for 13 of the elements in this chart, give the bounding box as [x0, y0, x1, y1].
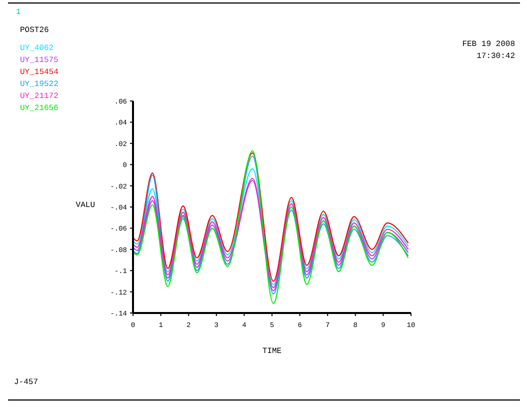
text: UY_15454 [20, 68, 59, 77]
text: FEB 19 2008 [462, 40, 516, 49]
text: UY_11575 [20, 56, 59, 65]
text: 1 [16, 8, 21, 17]
text: J-457 [14, 378, 38, 387]
text: POST26 [20, 26, 50, 35]
text: UY_21656 [20, 104, 59, 113]
text: UY_21172 [20, 92, 59, 101]
x-axis-title: TIME [262, 347, 282, 356]
text: UY_4062 [20, 44, 54, 53]
text: UY_19522 [20, 80, 59, 89]
y-axis-title: VALU [76, 201, 96, 210]
text: 17:30:42 [476, 52, 516, 61]
